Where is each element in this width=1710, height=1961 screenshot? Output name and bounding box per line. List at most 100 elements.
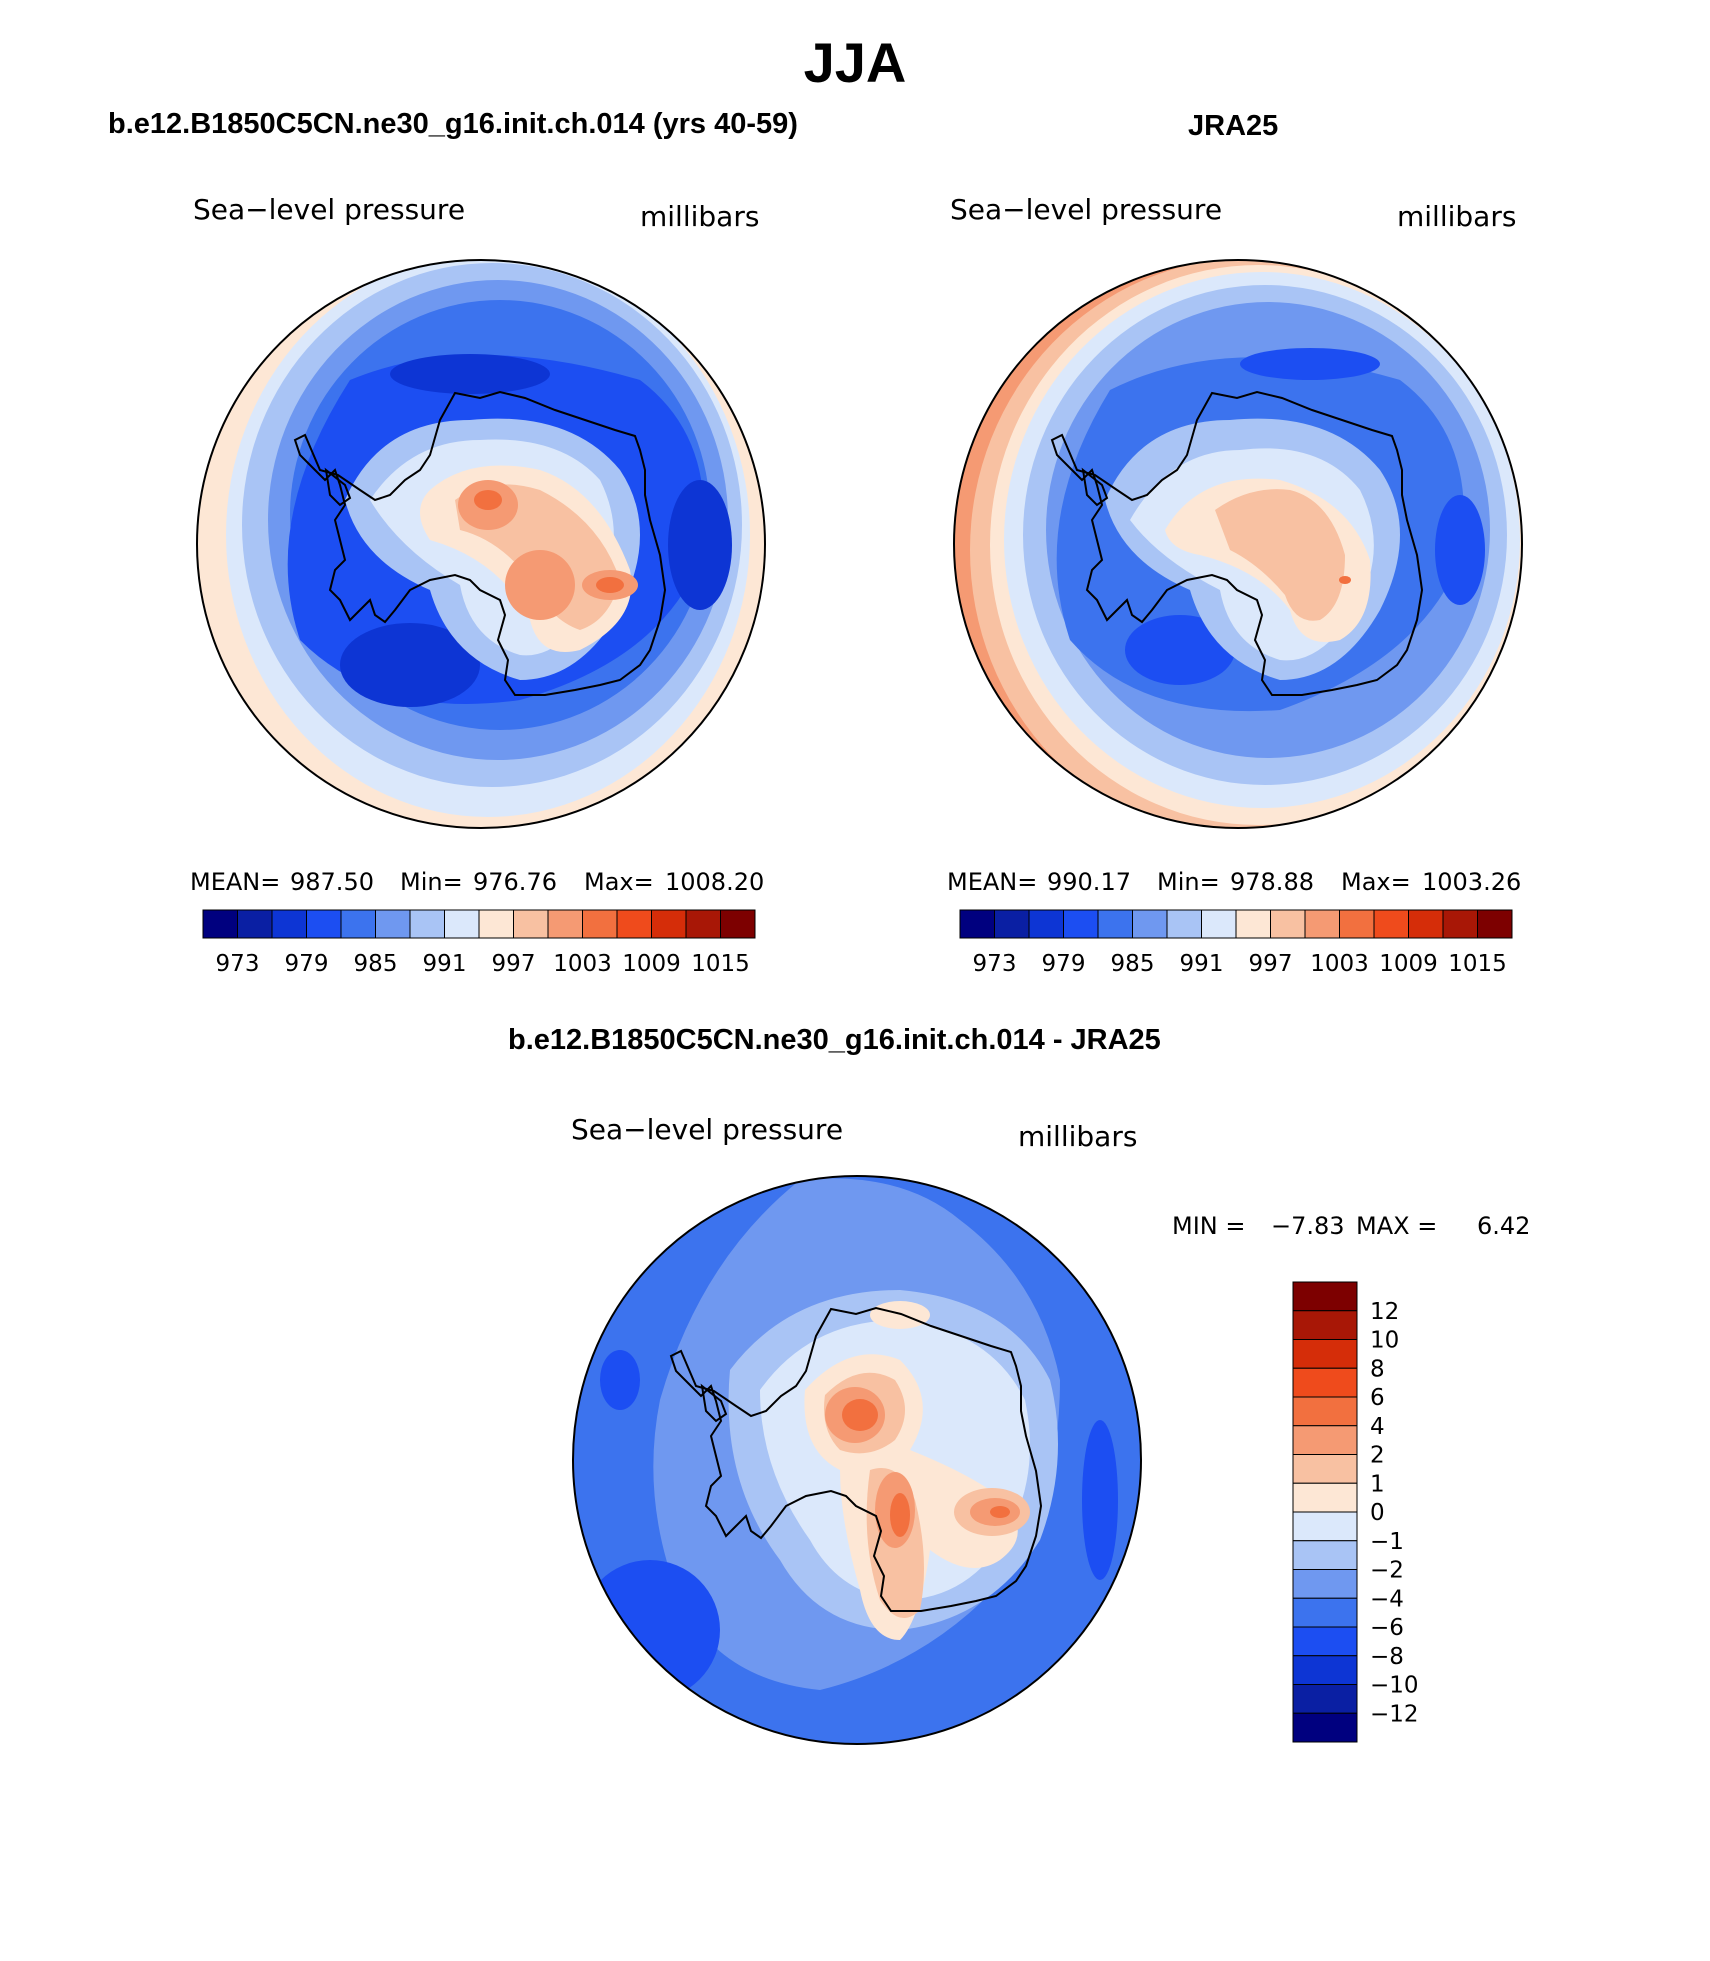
map1-boundary: [196, 259, 766, 829]
panel3-max-label: MAX =: [1356, 1212, 1438, 1240]
panel3-colorbar-tick: 0: [1370, 1500, 1385, 1526]
panel3-colorbar-box: [1292, 1684, 1358, 1714]
panel1-colorbar-tick: 1015: [691, 951, 750, 977]
panel2-max-value: 1003.26: [1422, 868, 1522, 896]
panel3-variable-label: Sea−level pressure: [571, 1113, 844, 1146]
panel1-colorbar-tick: 1009: [622, 951, 681, 977]
panel1-colorbar-tick: 973: [216, 951, 260, 977]
panel3-colorbar-tick: −10: [1370, 1673, 1419, 1699]
panel2-colorbar-box: [1097, 909, 1133, 939]
map3-field-low-west: [600, 1350, 640, 1410]
panel1-map: [196, 259, 766, 829]
panel1-colorbar-box: [306, 909, 342, 939]
panel1-max-value: 1008.20: [665, 868, 765, 896]
panel1-colorbar-box: [202, 909, 238, 939]
panel3-colorbar-tick: −1: [1370, 1529, 1404, 1555]
panel3-map: [572, 1175, 1142, 1745]
panel2-colorbar-tick: 985: [1111, 951, 1155, 977]
map1-field-low-core-west: [340, 623, 480, 707]
map1-field-low-core-north: [390, 354, 550, 394]
panel1-mean-label: MEAN=: [190, 868, 281, 896]
panel3-min-label: MIN =: [1172, 1212, 1246, 1240]
panel1-colorbar-box: [547, 909, 583, 939]
panel1-colorbar-box: [444, 909, 480, 939]
panel1-colorbar-tick: 1003: [553, 951, 612, 977]
panel2-colorbar-box: [994, 909, 1030, 939]
panel2-colorbar-box: [1132, 909, 1168, 939]
map2-field-low-core-north: [1240, 348, 1380, 380]
map3-field-pos-east-max: [990, 1506, 1010, 1518]
panel1-colorbar-tick: 979: [285, 951, 329, 977]
panel1-colorbar-tick: 985: [354, 951, 398, 977]
panel1-colorbar-box: [237, 909, 273, 939]
panel3-colorbar-box: [1292, 1569, 1358, 1599]
panel2-colorbar-box: [1442, 909, 1478, 939]
panel2-colorbar-box: [959, 909, 995, 939]
panel1-colorbar-box: [340, 909, 376, 939]
panel1-colorbar-box: [409, 909, 445, 939]
panel1-colorbar-box: [478, 909, 514, 939]
panel3-colorbar-tick: 10: [1370, 1328, 1399, 1354]
panel2-units-label: millibars: [1397, 200, 1517, 233]
map3-coastline: [669, 1306, 1043, 1612]
panel2-colorbar-box: [1028, 909, 1064, 939]
panel2-mean-label: MEAN=: [947, 868, 1038, 896]
panel3-colorbar-box: [1292, 1396, 1358, 1427]
panel2-colorbar-box: [1408, 909, 1444, 939]
panel3-max-value: 6.42: [1477, 1212, 1531, 1240]
panel3-colorbar-tick: −8: [1370, 1644, 1404, 1670]
panel3-colorbar-tick: −12: [1370, 1701, 1419, 1727]
panel3-colorbar-box: [1292, 1482, 1358, 1513]
map3-field-pos-west-max: [842, 1399, 878, 1431]
panel2-colorbar-tick: 973: [973, 951, 1017, 977]
panel1-colorbar-tick: 991: [423, 951, 467, 977]
panel2-colorbar-tick: 1015: [1448, 951, 1507, 977]
map1-field-high-west-core: [474, 490, 502, 510]
panel2-colorbar-box: [1063, 909, 1099, 939]
panel3-colorbar-box: [1292, 1454, 1358, 1484]
panel3-title: b.e12.B1850C5CN.ne30_g16.init.ch.014 - J…: [508, 1024, 1161, 1056]
panel1-colorbar-box: [513, 909, 549, 939]
panel3-colorbar-box: [1292, 1712, 1358, 1743]
panel1-title: b.e12.B1850C5CN.ne30_g16.init.ch.014 (yr…: [108, 108, 798, 140]
panel3-colorbar-tick: 6: [1370, 1385, 1385, 1411]
panel3-min-value: −7.83: [1271, 1212, 1345, 1240]
panel3-colorbar-box: [1292, 1281, 1358, 1312]
panel3-colorbar-box: [1292, 1339, 1358, 1369]
panel3-colorbar-box: [1292, 1425, 1358, 1455]
panel1-min-label: Min=: [400, 868, 463, 896]
panel1-colorbar-box: [375, 909, 411, 939]
map3-field-low-east: [1082, 1420, 1118, 1580]
map2-field-low-core-east: [1435, 495, 1485, 605]
panel2-min-label: Min=: [1157, 868, 1220, 896]
map1-field-high-center: [505, 550, 575, 620]
panel3-colorbar-box: [1292, 1597, 1358, 1628]
panel1-colorbar-box: [271, 909, 307, 939]
panel3-colorbar-tick: 8: [1370, 1356, 1385, 1382]
panel1-min-value: 976.76: [473, 868, 557, 896]
panel2-title: JRA25: [1188, 110, 1279, 142]
map2-boundary: [953, 259, 1523, 829]
panel2-mean-value: 990.17: [1047, 868, 1131, 896]
panel2-colorbar-box: [1304, 909, 1340, 939]
panel1-colorbar-box: [616, 909, 652, 939]
colorbars-layer: 973 979 985 991 997 1003 1009 1015 973 979 985 991 9…: [202, 909, 1513, 1743]
panel3-colorbar-box: [1292, 1540, 1358, 1570]
panel1-colorbar-box: [720, 909, 756, 939]
panel1-max-label: Max=: [584, 868, 654, 896]
panel3-colorbar-box: [1292, 1511, 1358, 1542]
panel2-colorbar-tick: 991: [1180, 951, 1224, 977]
panel1-colorbar-tick: 997: [492, 951, 536, 977]
panel1-variable-label: Sea−level pressure: [193, 193, 466, 226]
panel2-colorbar-box: [1166, 909, 1202, 939]
panel3-colorbar-tick: 4: [1370, 1414, 1385, 1440]
panel3-colorbar-box: [1292, 1655, 1358, 1685]
figure-title: JJA: [803, 31, 907, 94]
panel3-colorbar-box: [1292, 1367, 1358, 1398]
panel2-colorbar-tick: 1003: [1310, 951, 1369, 977]
panel2-map: [953, 259, 1523, 829]
map3-field-pos-center-max: [890, 1493, 910, 1537]
panel2-variable-label: Sea−level pressure: [950, 193, 1223, 226]
panel3-colorbar-box: [1292, 1626, 1358, 1657]
